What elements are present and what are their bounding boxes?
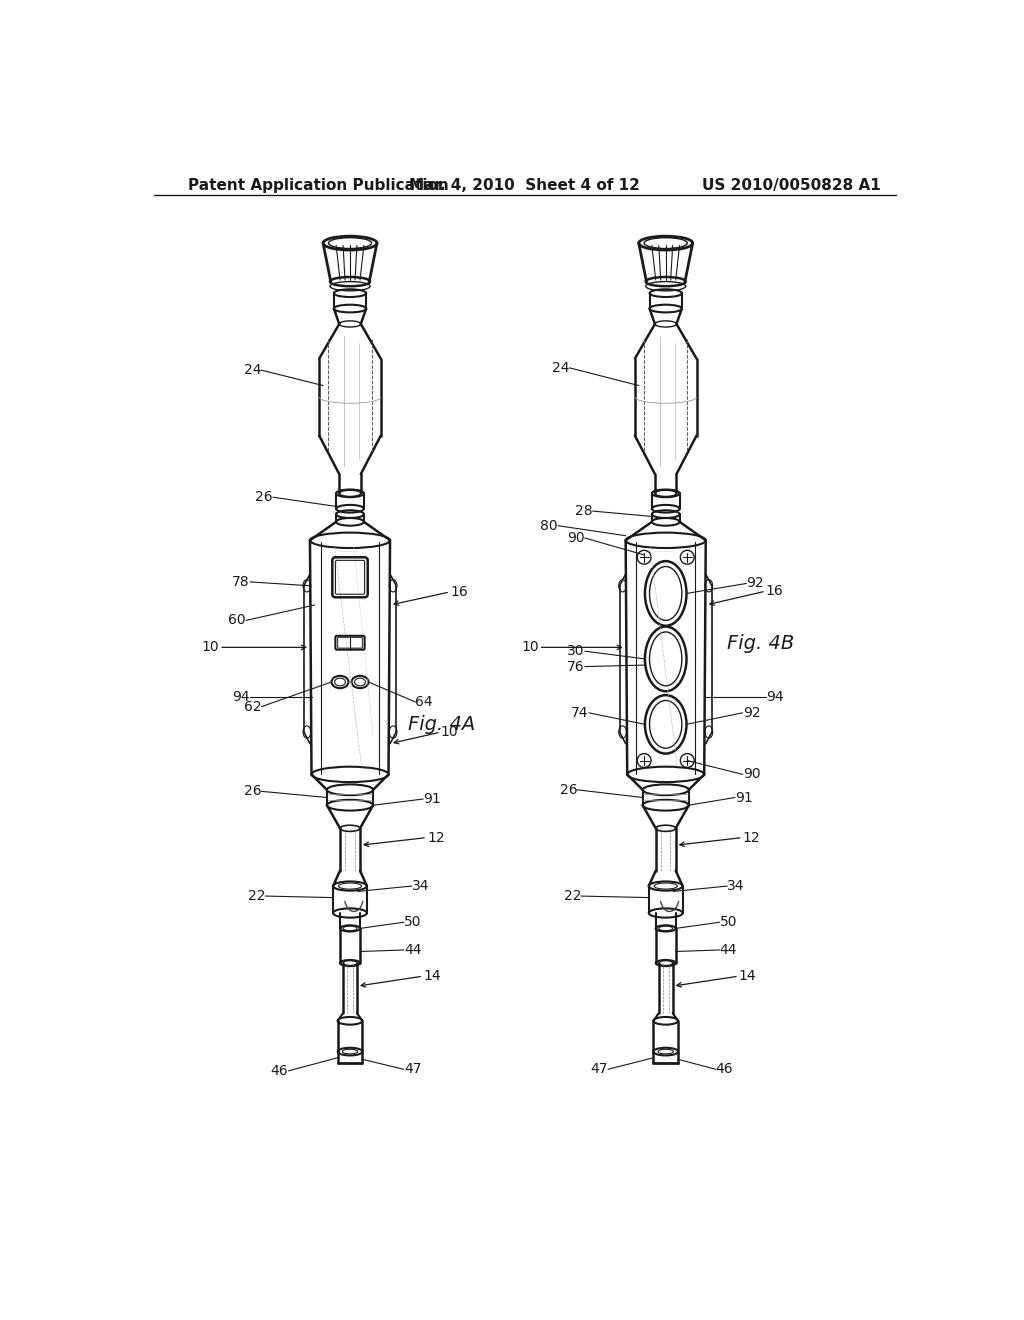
Text: 44: 44 xyxy=(403,942,422,957)
Text: 28: 28 xyxy=(574,504,593,517)
Text: 92: 92 xyxy=(746,577,764,590)
Text: 22: 22 xyxy=(563,890,581,903)
Text: 94: 94 xyxy=(232,690,250,705)
Text: 10: 10 xyxy=(202,640,219,655)
Text: 22: 22 xyxy=(248,890,265,903)
Text: 78: 78 xyxy=(232,576,250,589)
Text: 10: 10 xyxy=(521,640,539,655)
Text: 24: 24 xyxy=(244,363,261,378)
Text: 47: 47 xyxy=(591,1063,608,1076)
Text: Patent Application Publication: Patent Application Publication xyxy=(188,178,450,193)
Text: 14: 14 xyxy=(423,969,440,983)
Text: 26: 26 xyxy=(255,490,273,504)
Text: 92: 92 xyxy=(742,706,761,719)
Text: 12: 12 xyxy=(427,830,444,845)
Text: 90: 90 xyxy=(742,767,761,781)
Text: 26: 26 xyxy=(559,783,578,797)
Text: 14: 14 xyxy=(739,969,757,983)
Text: 74: 74 xyxy=(571,706,589,719)
Text: 16: 16 xyxy=(766,585,783,598)
Text: 10: 10 xyxy=(441,725,459,739)
Text: 16: 16 xyxy=(451,585,468,599)
Text: 12: 12 xyxy=(742,830,761,845)
Text: 47: 47 xyxy=(403,1063,422,1076)
Text: 76: 76 xyxy=(567,660,585,673)
Text: 26: 26 xyxy=(244,784,261,799)
Text: 24: 24 xyxy=(552,360,569,375)
Text: 62: 62 xyxy=(244,700,261,714)
Text: 60: 60 xyxy=(228,614,246,627)
Text: 44: 44 xyxy=(720,942,737,957)
Text: 50: 50 xyxy=(403,915,422,929)
Text: 46: 46 xyxy=(270,1064,289,1078)
Text: 80: 80 xyxy=(541,519,558,533)
Text: 50: 50 xyxy=(720,915,737,929)
Text: Fig. 4B: Fig. 4B xyxy=(727,634,795,653)
Text: 91: 91 xyxy=(735,791,753,804)
Text: 91: 91 xyxy=(423,792,441,807)
Text: 30: 30 xyxy=(567,644,585,659)
Text: US 2010/0050828 A1: US 2010/0050828 A1 xyxy=(701,178,881,193)
Text: Fig. 4A: Fig. 4A xyxy=(408,715,475,734)
Text: 46: 46 xyxy=(716,1063,733,1076)
Text: 34: 34 xyxy=(412,879,429,894)
Text: Mar. 4, 2010  Sheet 4 of 12: Mar. 4, 2010 Sheet 4 of 12 xyxy=(410,178,640,193)
Text: 94: 94 xyxy=(766,690,783,705)
Text: 34: 34 xyxy=(727,879,744,894)
Text: 64: 64 xyxy=(416,696,433,709)
Text: 90: 90 xyxy=(567,531,585,545)
